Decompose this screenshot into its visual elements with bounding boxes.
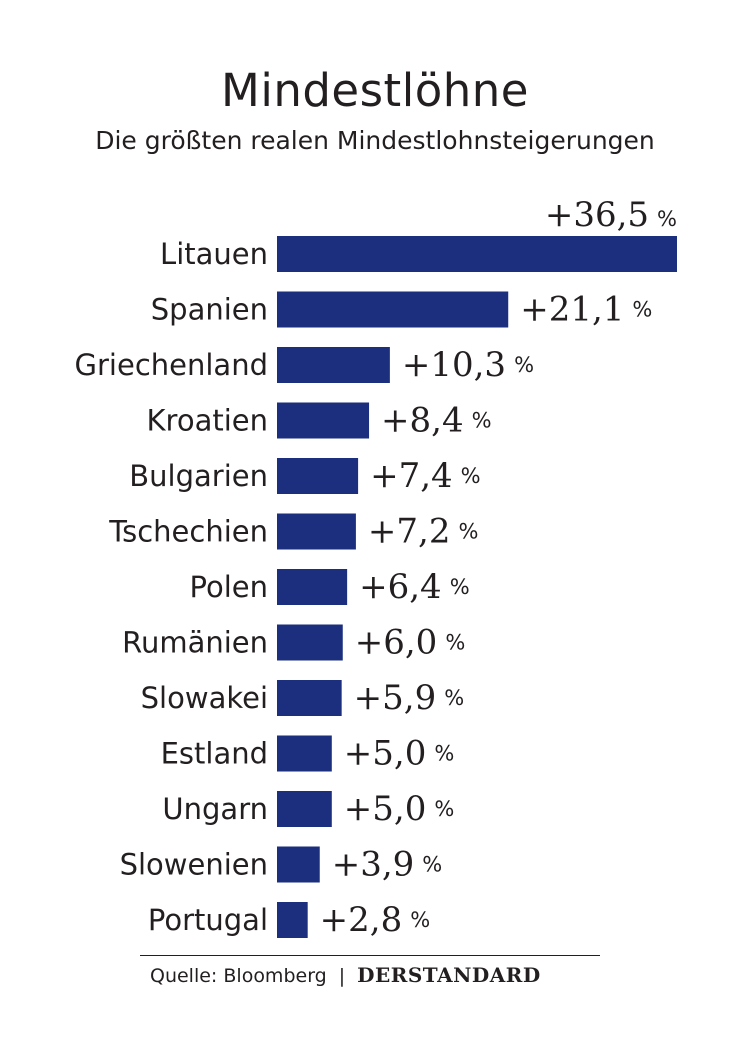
- data-label-unit: %: [434, 797, 454, 821]
- source-label: Quelle: Bloomberg: [150, 965, 327, 987]
- category-label: Bulgarien: [129, 459, 268, 493]
- footer-separator: |: [338, 965, 346, 987]
- bar: [277, 236, 677, 272]
- bar: [277, 291, 509, 328]
- data-label-unit: %: [434, 742, 454, 766]
- data-label-unit: %: [450, 575, 470, 599]
- bar: [277, 402, 370, 439]
- data-label-value: +3,9: [332, 845, 415, 885]
- bar: [277, 735, 332, 772]
- data-label: +7,2%: [368, 512, 479, 552]
- data-label-value: +5,0: [344, 789, 427, 829]
- data-label: +10,3%: [402, 345, 534, 385]
- data-label-unit: %: [445, 631, 465, 655]
- data-label: +2,8%: [320, 900, 431, 940]
- bar: [277, 680, 342, 716]
- data-label-value: +5,0: [344, 734, 427, 774]
- data-label-value: +36,5: [545, 195, 649, 235]
- data-label-unit: %: [632, 298, 652, 322]
- category-label: Estland: [161, 737, 268, 771]
- data-label: +5,9%: [354, 678, 465, 718]
- data-label-value: +8,4: [381, 401, 464, 441]
- data-label: +5,0%: [344, 734, 455, 774]
- category-label: Litauen: [160, 237, 268, 271]
- data-label-unit: %: [472, 409, 492, 433]
- data-label-unit: %: [422, 853, 442, 877]
- publisher-logo: DERSTANDARD: [357, 963, 541, 987]
- data-label-value: +7,4: [370, 456, 453, 496]
- data-label-unit: %: [657, 207, 677, 231]
- bar: [277, 624, 343, 661]
- bar: [277, 846, 320, 883]
- data-label-unit: %: [444, 686, 464, 710]
- data-label-unit: %: [514, 353, 534, 377]
- data-label-value: +5,9: [354, 678, 437, 718]
- chart-subtitle: Die größten realen Mindestlohnsteigerung…: [95, 126, 655, 155]
- category-label: Griechenland: [75, 348, 268, 382]
- data-label-unit: %: [410, 908, 430, 932]
- category-label: Rumänien: [122, 626, 268, 660]
- data-label-value: +10,3: [402, 345, 506, 385]
- bar: [277, 513, 356, 550]
- footer-divider: [140, 955, 600, 956]
- data-label-value: +6,0: [355, 623, 438, 663]
- data-label: +36,5%: [545, 195, 677, 235]
- data-label-value: +7,2: [368, 512, 451, 552]
- data-label: +7,4%: [370, 456, 481, 496]
- data-label: +6,0%: [355, 623, 466, 663]
- bar-chart: Litauen +36,5 % Spanien +21,1 % Griechenland +1…: [75, 195, 677, 940]
- data-label: +6,4%: [359, 567, 470, 607]
- data-label-value: +2,8: [320, 900, 403, 940]
- footer: Quelle: Bloomberg | DERSTANDARD: [150, 963, 541, 988]
- data-label-value: +6,4: [359, 567, 442, 607]
- data-label-value: +21,1: [520, 290, 624, 330]
- data-label-unit: %: [461, 464, 481, 488]
- category-label: Ungarn: [162, 792, 268, 826]
- category-label: Slowakei: [141, 681, 268, 715]
- category-label: Tschechien: [108, 515, 268, 549]
- category-label: Kroatien: [147, 404, 268, 438]
- bar: [277, 791, 332, 827]
- data-label: +3,9%: [332, 845, 443, 885]
- bar: [277, 347, 390, 383]
- category-label: Slowenien: [120, 848, 268, 882]
- category-label: Portugal: [148, 903, 268, 937]
- data-label-unit: %: [458, 520, 478, 544]
- data-label: +21,1%: [520, 290, 652, 330]
- bar: [277, 569, 348, 605]
- data-label: +5,0%: [344, 789, 455, 829]
- category-label: Polen: [190, 570, 268, 604]
- chart-title: Mindestlöhne: [221, 64, 529, 117]
- bar: [277, 458, 359, 494]
- category-label: Spanien: [151, 293, 268, 327]
- bar: [277, 902, 308, 938]
- data-label: +8,4%: [381, 401, 492, 441]
